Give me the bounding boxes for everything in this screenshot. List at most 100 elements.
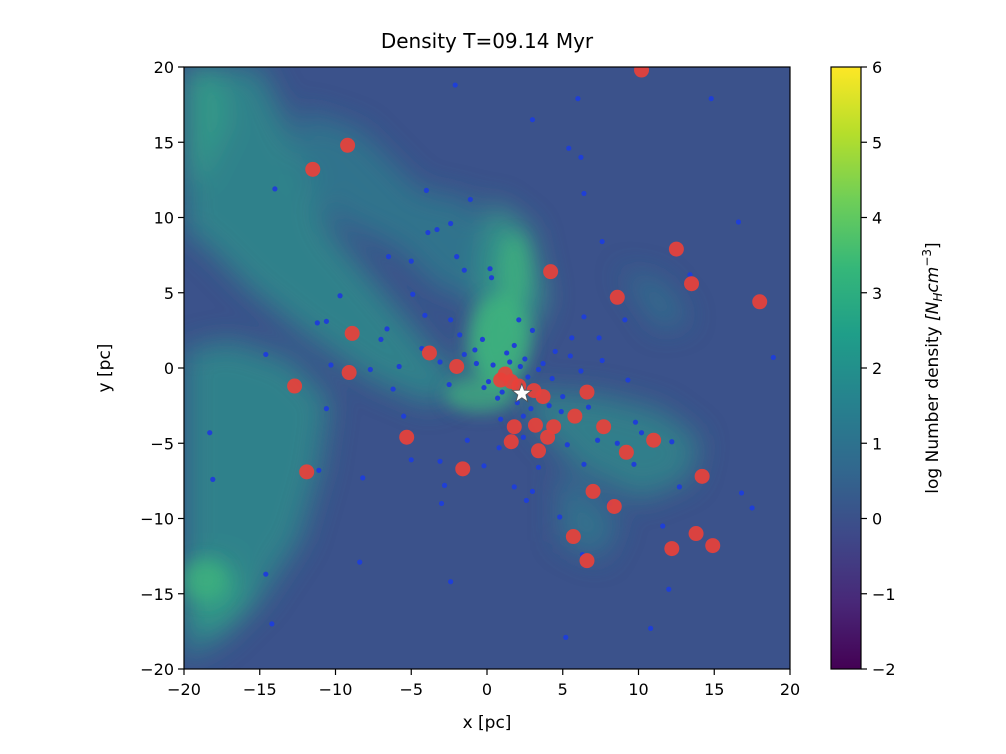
star-point: [557, 514, 563, 520]
star-point: [314, 320, 320, 326]
sink-particle-point: [567, 408, 583, 424]
star-point: [625, 377, 631, 383]
sink-particle-point: [694, 468, 710, 484]
sink-particle-point: [497, 366, 513, 382]
star-point: [581, 461, 587, 467]
plot-area: [184, 67, 790, 669]
colorbar-label-cm: cm: [923, 267, 943, 293]
star-point: [452, 82, 458, 88]
x-axis-label: x [pc]: [463, 713, 512, 733]
star-point: [423, 187, 429, 194]
star-point: [434, 226, 440, 233]
x-tick-label: −15: [243, 680, 277, 699]
star-point: [401, 413, 407, 419]
star-point: [481, 384, 487, 391]
sink-particle-point: [585, 483, 601, 499]
colorbar-tick-label: 4: [872, 209, 882, 228]
sink-particle-point: [565, 529, 581, 545]
star-point: [461, 351, 467, 358]
star-point: [272, 186, 278, 192]
star-point: [498, 416, 504, 422]
star-point: [581, 314, 587, 320]
y-tick-label: −10: [140, 510, 174, 529]
colorbar-tick-label: 2: [872, 359, 882, 378]
sink-particle-point: [596, 419, 612, 435]
star-point: [481, 463, 487, 469]
star-point: [735, 219, 742, 225]
star-point: [408, 457, 414, 463]
sink-particle-point: [299, 464, 315, 480]
star-point: [367, 366, 373, 373]
star-point: [396, 363, 402, 370]
sink-particle-point: [609, 289, 625, 305]
star-point: [516, 317, 522, 323]
star-point: [599, 238, 605, 245]
star-point: [461, 267, 467, 273]
x-axis: −20 −15 −10 −5 0 5 10 15 20: [167, 669, 800, 699]
star-point: [385, 254, 392, 260]
star-point: [522, 356, 528, 362]
sink-particle-point: [399, 429, 415, 445]
star-point: [448, 579, 454, 585]
star-point: [269, 621, 275, 627]
sink-particle-point: [543, 264, 559, 280]
sink-particle-point: [705, 538, 721, 554]
chart-title: Density T=09.14 Myr: [381, 29, 594, 53]
star-point: [328, 362, 334, 368]
star-point: [535, 366, 542, 373]
sink-particle-point: [540, 429, 556, 445]
x-tick-label: 15: [704, 680, 724, 699]
y-tick-label: 15: [154, 133, 174, 152]
x-tick-label: 0: [482, 680, 492, 699]
colorbar-tick-label: 1: [872, 434, 882, 453]
star-point: [632, 419, 639, 425]
star-point: [575, 96, 581, 102]
x-tick-label: −20: [167, 680, 201, 699]
colorbar-label-sub: H: [931, 293, 945, 302]
star-point: [596, 335, 602, 341]
sink-particle-point: [344, 325, 360, 341]
star-point: [631, 461, 637, 467]
star-point: [425, 229, 431, 236]
star-point: [438, 500, 445, 507]
colorbar-tick-label: 3: [872, 284, 882, 303]
star-point: [437, 359, 443, 365]
star-point: [210, 476, 216, 482]
star-point: [552, 348, 558, 355]
star-point: [666, 586, 672, 592]
star-point: [390, 386, 396, 392]
star-point: [529, 488, 536, 495]
y-tick-label: 5: [164, 284, 174, 303]
x-tick-label: −10: [319, 680, 353, 699]
star-point: [360, 475, 366, 481]
colorbar-label-unit: [N: [923, 301, 943, 321]
star-point: [566, 145, 572, 151]
star-point: [410, 291, 416, 297]
star-point: [263, 351, 269, 358]
star-point: [525, 374, 531, 380]
x-tick-label: 5: [558, 680, 568, 699]
y-tick-label: 20: [154, 58, 174, 77]
x-tick-label: −5: [399, 680, 423, 699]
star-point: [454, 254, 460, 260]
sink-particle-point: [684, 276, 700, 292]
star-point: [495, 395, 501, 401]
y-axis: −20 −15 −10 −5 0 5 10 15 20: [140, 58, 184, 679]
colorbar-tick-label: −2: [872, 660, 896, 679]
colorbar-label-main: log Number density: [923, 321, 943, 494]
star-point: [467, 196, 473, 203]
star-point: [669, 439, 675, 445]
massive-star-point: [511, 382, 533, 403]
star-point: [660, 523, 666, 529]
star-point: [546, 403, 552, 409]
star-point: [535, 464, 542, 470]
star-point: [446, 381, 452, 388]
star-point: [614, 440, 620, 446]
star-point: [487, 266, 493, 272]
star-point: [457, 332, 463, 338]
star-point: [749, 505, 755, 511]
star-point: [485, 378, 492, 385]
colorbar-tick-label: 5: [872, 133, 882, 152]
y-tick-label: −5: [150, 434, 174, 453]
star-point: [473, 360, 479, 367]
